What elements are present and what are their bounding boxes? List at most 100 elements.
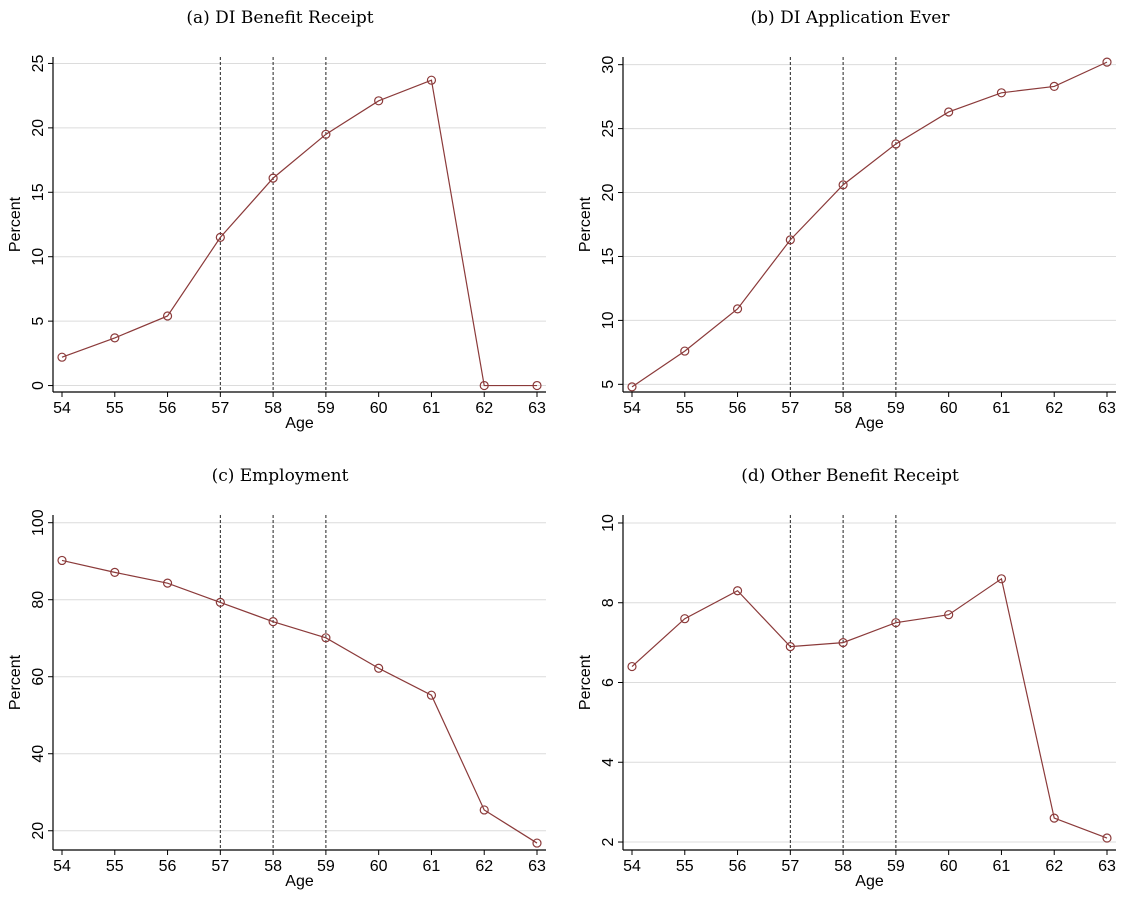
x-tick-label: 54 — [623, 858, 641, 875]
data-point — [110, 333, 120, 343]
x-axis-label: Age — [855, 415, 884, 432]
series-line — [61, 559, 538, 844]
data-point — [321, 129, 331, 139]
chart-title: (b) DI Application Ever — [750, 8, 950, 28]
data-point — [838, 638, 848, 648]
data-point — [532, 838, 542, 848]
data-point — [996, 88, 1007, 98]
y-tick-label: 2 — [600, 837, 617, 846]
x-tick-label: 58 — [264, 858, 282, 875]
data-point — [680, 614, 690, 624]
x-tick-label: 54 — [623, 400, 641, 417]
chart-svg: 5 10 15 20 25 30 54 55 56 57 58 59 60 61 62 63 Age Percen… — [577, 56, 1116, 432]
y-tick-label: 25 — [600, 120, 617, 138]
data-point — [1049, 81, 1059, 92]
x-axis-label: Age — [285, 873, 314, 890]
x-tick-label: 60 — [940, 858, 958, 875]
x-tick-label: 62 — [1045, 858, 1063, 875]
x-tick-label: 60 — [940, 400, 958, 417]
data-point — [321, 633, 331, 643]
data-point — [110, 567, 120, 577]
y-tick-label: 80 — [30, 591, 47, 609]
data-point — [1102, 57, 1112, 67]
x-tick-label: 56 — [729, 858, 747, 875]
series-line — [631, 577, 1108, 839]
chart-panel-d: (d) Other Benefit Receipt 2 4 6 8 10 54 55 56 57… — [570, 458, 1130, 908]
x-tick-label: 57 — [211, 858, 229, 875]
y-tick-label: 5 — [600, 380, 617, 389]
data-point — [680, 346, 690, 356]
y-tick-label: 20 — [600, 184, 617, 202]
y-tick-label: 25 — [30, 54, 47, 72]
series-line — [631, 61, 1108, 388]
data-point — [838, 180, 848, 190]
series-line — [61, 79, 537, 387]
y-axis-label: Percent — [7, 654, 24, 710]
y-axis-label: Percent — [7, 196, 24, 252]
x-tick-label: 62 — [475, 858, 493, 875]
x-tick-label: 61 — [423, 858, 441, 875]
y-tick-label: 15 — [600, 247, 617, 265]
y-tick-label: 40 — [30, 745, 47, 763]
x-axis-label: Age — [855, 873, 884, 890]
x-tick-label: 54 — [53, 858, 71, 875]
y-tick-label: 30 — [600, 56, 617, 74]
x-tick-label: 58 — [264, 400, 282, 417]
y-tick-label: 10 — [600, 311, 617, 329]
data-point — [268, 617, 278, 627]
chart-panel-b: (b) DI Application Ever 5 10 15 20 25 30 54 55 5… — [570, 0, 1130, 450]
data-point — [996, 574, 1007, 584]
chart-svg: 0 5 10 15 20 25 54 55 56 57 58 59 60 61 62 63 Age Percent — [7, 54, 546, 432]
x-tick-label: 61 — [993, 400, 1011, 417]
chart-panel-c: (c) Employment 20 40 60 80 100 54 55 56 57 58 59 60… — [0, 458, 560, 908]
x-tick-label: 60 — [370, 400, 388, 417]
y-tick-label: 10 — [600, 514, 617, 532]
x-tick-label: 59 — [887, 858, 905, 875]
x-tick-label: 55 — [676, 858, 694, 875]
y-tick-label: 15 — [30, 183, 47, 201]
x-tick-label: 58 — [834, 400, 852, 417]
y-axis-label: Percent — [577, 196, 594, 252]
data-point — [732, 586, 743, 596]
data-point — [426, 690, 437, 700]
data-point — [891, 618, 901, 628]
x-tick-label: 63 — [1098, 400, 1116, 417]
data-point — [627, 382, 637, 392]
chart-panel-a: (a) DI Benefit Receipt 0 5 10 15 20 25 54 55 56 5… — [0, 0, 560, 450]
data-point — [532, 380, 542, 391]
y-tick-label: 60 — [30, 668, 47, 686]
data-point — [57, 352, 67, 362]
y-tick-label: 8 — [600, 598, 617, 607]
chart-title: (a) DI Benefit Receipt — [186, 8, 374, 28]
y-tick-label: 6 — [600, 678, 617, 687]
x-tick-label: 62 — [1045, 400, 1063, 417]
x-axis-label: Age — [285, 415, 314, 432]
x-tick-label: 59 — [887, 400, 905, 417]
y-axis-label: Percent — [577, 654, 594, 710]
x-tick-label: 59 — [317, 400, 335, 417]
data-point — [785, 235, 795, 245]
x-tick-label: 56 — [159, 400, 177, 417]
x-tick-label: 57 — [211, 400, 229, 417]
y-tick-label: 4 — [600, 758, 617, 767]
data-point — [1049, 813, 1059, 823]
data-point — [627, 661, 637, 672]
x-tick-label: 57 — [781, 400, 799, 417]
x-tick-label: 63 — [528, 400, 546, 417]
data-point — [162, 578, 173, 588]
y-tick-label: 10 — [30, 248, 47, 266]
data-point — [215, 232, 225, 242]
x-tick-label: 58 — [834, 858, 852, 875]
data-point — [479, 805, 489, 815]
data-point — [374, 96, 384, 106]
x-tick-label: 59 — [317, 858, 335, 875]
x-tick-label: 60 — [370, 858, 388, 875]
data-point — [944, 107, 954, 117]
data-point — [426, 75, 437, 85]
x-tick-label: 61 — [993, 858, 1011, 875]
x-tick-label: 55 — [106, 400, 124, 417]
data-point — [944, 610, 954, 620]
chart-title: (c) Employment — [211, 466, 349, 486]
x-tick-label: 54 — [53, 400, 71, 417]
x-tick-label: 63 — [1098, 858, 1116, 875]
